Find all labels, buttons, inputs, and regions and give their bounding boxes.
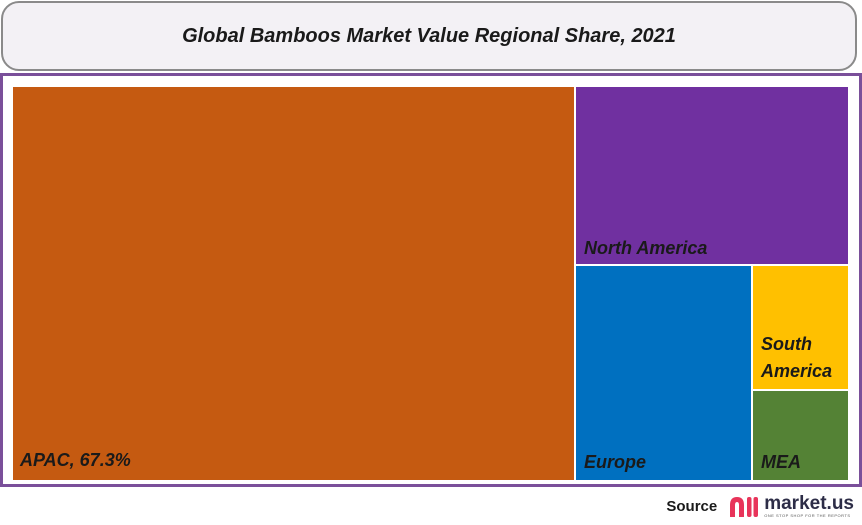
chart-title-box: Global Bamboos Market Value Regional Sha…: [1, 1, 857, 71]
brand-name: market.us: [764, 492, 854, 514]
brand-logo: market.us ONE STOP SHOP FOR THE REPORTS: [727, 493, 854, 519]
cell-europe: Europe: [576, 266, 751, 480]
label-north-america: North America: [584, 238, 708, 258]
label-apac: APAC, 67.3%: [20, 450, 131, 470]
label-south-america: South America: [761, 331, 832, 385]
label-south-america-line-2: America: [761, 361, 833, 381]
source-attribution: Source market.us ONE STOP SHOP FOR THE R…: [666, 490, 854, 522]
cell-north-america: North America: [576, 87, 848, 264]
chart-title: Global Bamboos Market Value Regional Sha…: [182, 24, 676, 47]
brand-text: market.us ONE STOP SHOP FOR THE REPORTS: [764, 492, 854, 518]
logo-shape-left: [730, 497, 745, 517]
treemap-frame: APAC, 67.3% North America Europe South A…: [0, 73, 862, 487]
label-south-america-line-1: South: [761, 334, 812, 354]
source-label: Source: [666, 497, 718, 515]
brand-tagline: ONE STOP SHOP FOR THE REPORTS: [764, 512, 851, 518]
label-europe: Europe: [584, 452, 647, 472]
logo-bar-1: [747, 497, 752, 517]
cell-apac: APAC, 67.3%: [13, 87, 574, 480]
cell-mea: MEA: [753, 391, 848, 480]
label-mea: MEA: [761, 452, 801, 472]
market-us-logo-icon: [730, 497, 759, 517]
logo-bar-2: [753, 497, 759, 517]
cell-south-america: South America: [753, 266, 848, 389]
